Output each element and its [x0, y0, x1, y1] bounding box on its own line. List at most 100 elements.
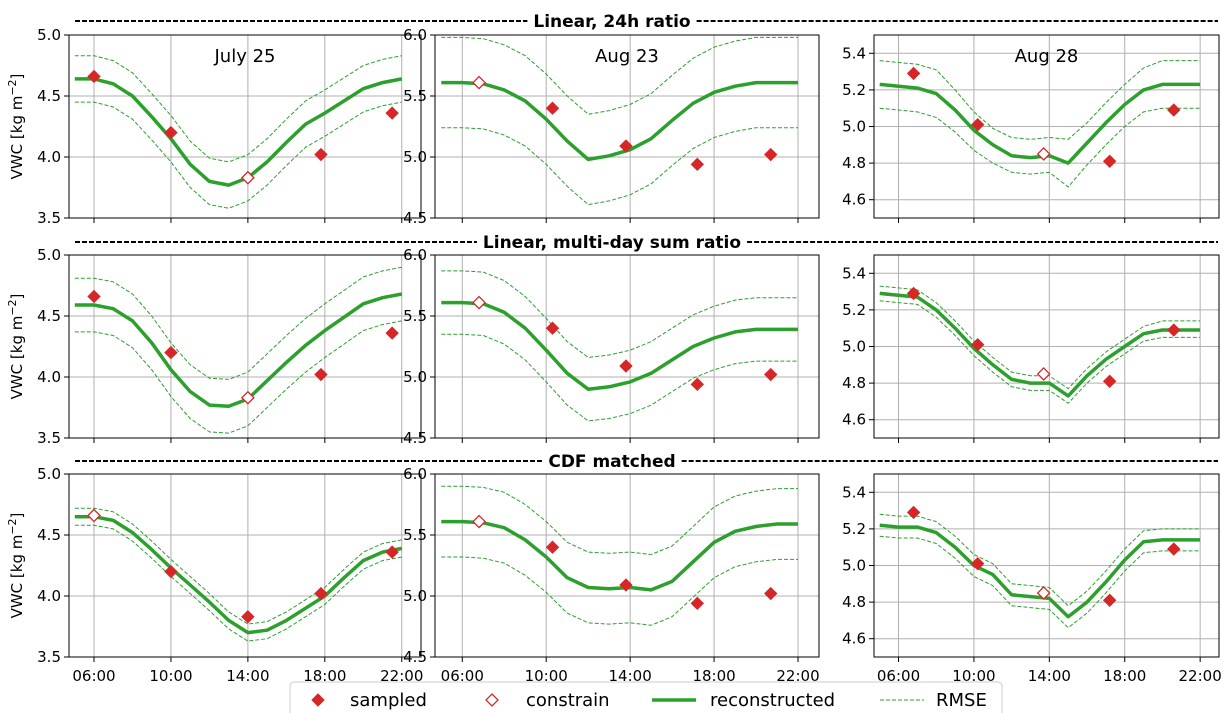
y-tick-label: 4.8 — [842, 154, 866, 172]
rmse-upper-line — [441, 485, 798, 556]
constrain-point — [1036, 367, 1051, 381]
sampled-point — [314, 147, 328, 162]
axes-frame — [68, 254, 422, 439]
x-tick-label: 22:00 — [380, 667, 423, 685]
y-tick-label: 5.0 — [37, 465, 61, 483]
date-label: July 25 — [214, 46, 276, 67]
axes-frame — [434, 254, 820, 439]
sampled-point — [164, 345, 178, 360]
sampled-point — [87, 69, 101, 84]
x-tick-label: 22:00 — [1179, 667, 1222, 685]
sampled-point — [87, 289, 101, 304]
y-tick-label: 5.2 — [842, 301, 866, 319]
sampled-point — [690, 157, 705, 172]
y-tick-label: 6.0 — [403, 246, 427, 264]
x-tick-label: 14:00 — [1028, 667, 1071, 685]
constrain-point — [472, 75, 486, 90]
reconstructed-line — [879, 523, 1201, 619]
reconstructed-line — [441, 300, 798, 391]
sampled-point — [690, 596, 705, 611]
sampled-point — [690, 377, 705, 392]
y-axis-label-bracket: ] — [8, 74, 26, 80]
sampled-point — [906, 286, 921, 301]
y-tick-label: 5.0 — [842, 557, 866, 575]
y-axis-label-exponent: −2 — [6, 518, 19, 534]
reconstructed-line — [74, 292, 403, 409]
axes-frame — [434, 34, 820, 219]
sampled-point — [970, 117, 985, 132]
axes-frame — [434, 473, 820, 658]
rmse-upper-line — [74, 266, 402, 380]
sampled-point — [970, 337, 985, 352]
y-tick-label: 6.0 — [403, 465, 427, 483]
y-axis-label-exponent: −2 — [6, 79, 19, 95]
y-tick-label: 5.0 — [403, 148, 427, 166]
constrain-point — [240, 390, 255, 405]
y-tick-label: 5.0 — [403, 368, 427, 386]
panel-r2c2: 4.6 4.8 5.0 5.2 5.4 06:00 10:00 14:00 18:00 22:00 — [842, 473, 1222, 685]
y-axis-label-text: VWC [kg m — [8, 535, 26, 619]
y-axis-label: VWC [kg m−2] — [6, 513, 26, 619]
sampled-point — [906, 505, 921, 520]
row-title: Linear, multi-day sum ratio — [483, 233, 741, 253]
y-tick-label: 4.0 — [37, 148, 61, 166]
panel-r1c2: 4.6 4.8 5.0 5.2 5.4 — [842, 254, 1220, 443]
y-tick-label: 3.5 — [37, 429, 61, 447]
y-tick-label: 4.5 — [403, 429, 427, 447]
sampled-point — [764, 586, 778, 601]
y-axis-label-text: VWC [kg m — [8, 96, 26, 180]
reconstructed-line — [441, 519, 798, 592]
x-tick-label: 14:00 — [609, 667, 652, 685]
y-tick-label: 4.0 — [37, 587, 61, 605]
sampled-point — [619, 578, 633, 592]
y-tick-label: 5.4 — [842, 483, 866, 501]
reconstructed-line — [879, 82, 1201, 165]
y-axis-label: VWC [kg m−2] — [6, 294, 26, 400]
x-tick-label: 06:00 — [877, 667, 920, 685]
constrain-point — [1036, 147, 1051, 161]
y-tick-label: 4.0 — [37, 368, 61, 386]
constrain-point — [472, 295, 486, 310]
constrain-point — [240, 170, 255, 185]
x-tick-label: 10:00 — [525, 667, 568, 685]
rmse-lower-line — [74, 101, 402, 209]
sampled-point — [764, 147, 778, 162]
y-axis-label: VWC [kg m−2] — [6, 74, 26, 180]
y-axis-label-bracket: ] — [8, 513, 26, 519]
y-tick-label: 5.0 — [37, 246, 61, 264]
sampled-point — [1102, 593, 1117, 607]
rmse-lower-line — [441, 127, 798, 206]
reconstructed-line — [74, 514, 403, 635]
rmse-lower-line — [74, 320, 402, 434]
rmse-lower-line — [441, 556, 798, 626]
y-tick-label: 5.4 — [842, 264, 866, 282]
sampled-point — [1167, 542, 1181, 556]
y-tick-label: 5.0 — [403, 587, 427, 605]
reconstructed-line — [441, 80, 798, 162]
legend: sampled constrain reconstructed RMSE — [289, 681, 1003, 713]
x-tick-label: 14:00 — [226, 667, 269, 685]
sampled-point — [619, 139, 633, 153]
constrain-point — [1036, 586, 1051, 600]
y-tick-label: 4.6 — [842, 191, 866, 209]
sampled-point — [1167, 323, 1181, 337]
reconstructed-line — [74, 77, 403, 187]
x-tick-label: 18:00 — [1103, 667, 1146, 685]
panel-r0c0: 3.5 4.0 4.5 5.0 July 25 VWC [kg m−2] — [6, 26, 422, 227]
y-tick-label: 5.2 — [842, 81, 866, 99]
rmse-lower-line — [879, 107, 1201, 188]
y-tick-label: 4.5 — [37, 87, 61, 105]
sampled-point — [970, 556, 985, 571]
y-tick-label: 4.6 — [842, 411, 866, 429]
sampled-point — [385, 545, 399, 559]
sampled-point — [1102, 154, 1117, 168]
sampled-point — [1102, 374, 1117, 388]
legend-rmse-label: RMSE — [936, 690, 987, 711]
y-tick-label: 4.5 — [37, 526, 61, 544]
y-tick-label: 4.5 — [403, 209, 427, 227]
sampled-point — [545, 101, 560, 115]
sampled-point — [545, 321, 560, 335]
row-title: Linear, 24h ratio — [533, 12, 690, 32]
y-axis-label-text: VWC [kg m — [8, 316, 26, 400]
